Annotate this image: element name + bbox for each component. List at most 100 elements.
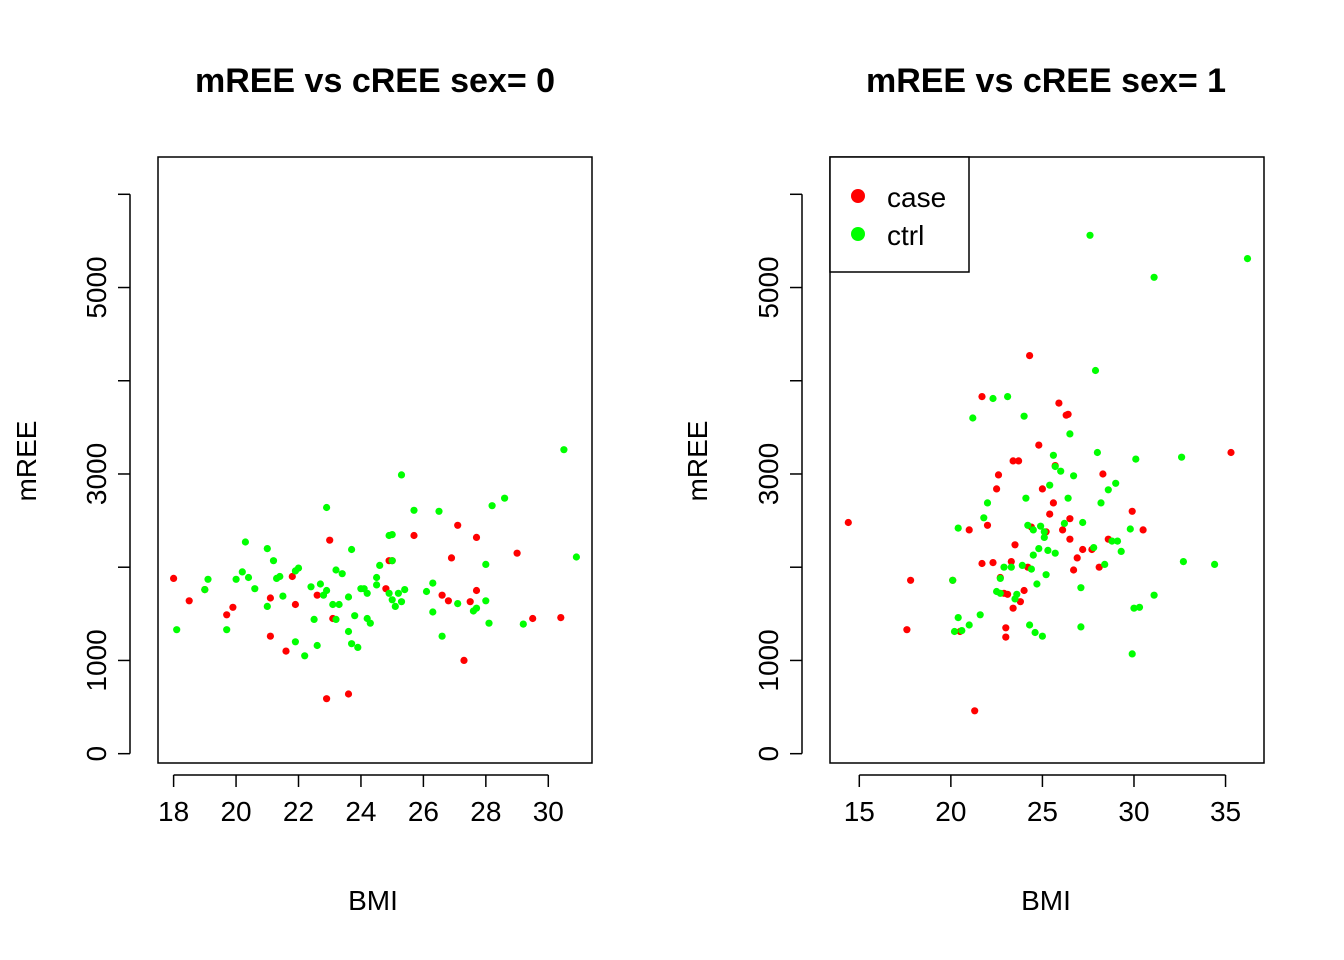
legend-marker-ctrl bbox=[851, 227, 865, 241]
point-case bbox=[1038, 485, 1046, 493]
point-ctrl bbox=[996, 589, 1004, 597]
point-case bbox=[989, 559, 997, 567]
point-ctrl bbox=[454, 600, 462, 608]
point-case bbox=[1064, 410, 1072, 418]
point-ctrl bbox=[1022, 494, 1030, 502]
point-ctrl bbox=[332, 615, 340, 624]
x-tick-label: 30 bbox=[533, 796, 564, 827]
point-ctrl bbox=[1037, 522, 1045, 530]
point-case bbox=[1016, 598, 1024, 606]
point-case bbox=[1009, 457, 1017, 465]
point-ctrl bbox=[1033, 580, 1041, 588]
point-ctrl bbox=[1027, 565, 1035, 573]
legend: case ctrl bbox=[829, 156, 970, 273]
point-ctrl bbox=[1090, 544, 1098, 552]
point-case bbox=[978, 393, 986, 401]
point-ctrl bbox=[435, 507, 443, 515]
point-case bbox=[266, 594, 274, 602]
point-ctrl bbox=[422, 587, 431, 596]
point-ctrl bbox=[485, 619, 493, 627]
point-case bbox=[1049, 499, 1057, 507]
point-case bbox=[1079, 545, 1087, 554]
point-case bbox=[185, 597, 193, 605]
point-ctrl bbox=[323, 586, 331, 595]
point-ctrl bbox=[301, 652, 309, 660]
point-case bbox=[1066, 515, 1074, 523]
point-case bbox=[903, 626, 911, 634]
point-case bbox=[1046, 510, 1054, 518]
point-ctrl bbox=[958, 627, 966, 635]
point-ctrl bbox=[1211, 560, 1219, 569]
point-ctrl bbox=[482, 597, 490, 605]
point-ctrl bbox=[1243, 255, 1252, 263]
point-ctrl bbox=[397, 471, 406, 479]
point-case bbox=[466, 598, 474, 606]
point-ctrl bbox=[1026, 621, 1034, 629]
point-case bbox=[223, 611, 231, 619]
x-axis-label: BMI bbox=[1021, 885, 1071, 916]
point-ctrl bbox=[1108, 537, 1116, 545]
point-case bbox=[1128, 507, 1136, 515]
point-case bbox=[844, 518, 852, 527]
point-ctrl bbox=[1104, 486, 1112, 494]
point-ctrl bbox=[1049, 451, 1057, 459]
point-ctrl bbox=[201, 586, 209, 594]
point-ctrl bbox=[1040, 533, 1048, 542]
point-case bbox=[965, 526, 973, 534]
point-ctrl bbox=[1046, 481, 1054, 489]
point-ctrl bbox=[572, 553, 581, 561]
point-ctrl bbox=[232, 575, 240, 583]
point-ctrl bbox=[1128, 650, 1136, 658]
point-ctrl bbox=[391, 602, 399, 611]
point-ctrl bbox=[1179, 558, 1187, 566]
point-ctrl bbox=[1024, 521, 1032, 529]
y-tick-label: 1000 bbox=[81, 629, 112, 691]
point-case bbox=[266, 632, 274, 640]
point-case bbox=[1073, 554, 1081, 562]
point-ctrl bbox=[954, 614, 962, 622]
point-ctrl bbox=[1117, 547, 1125, 556]
data-points bbox=[170, 446, 581, 703]
point-case bbox=[557, 614, 565, 622]
point-ctrl bbox=[1150, 273, 1158, 281]
point-ctrl bbox=[269, 557, 278, 565]
point-case bbox=[1099, 470, 1107, 478]
point-ctrl bbox=[1007, 563, 1015, 571]
point-case bbox=[1015, 457, 1023, 465]
x-tick-label: 35 bbox=[1210, 796, 1241, 827]
point-ctrl bbox=[429, 579, 437, 587]
point-ctrl bbox=[344, 593, 353, 601]
panel-title: mREE vs cREE sex= 1 bbox=[866, 62, 1226, 100]
point-ctrl bbox=[1018, 561, 1026, 570]
point-ctrl bbox=[1135, 603, 1144, 611]
point-ctrl bbox=[335, 600, 343, 609]
point-case bbox=[1059, 526, 1067, 534]
point-case bbox=[1035, 441, 1043, 449]
point-case bbox=[971, 707, 979, 715]
point-ctrl bbox=[488, 502, 496, 510]
legend-label-ctrl: ctrl bbox=[887, 220, 924, 251]
point-ctrl bbox=[244, 573, 253, 582]
x-tick-label: 24 bbox=[345, 796, 376, 827]
point-case bbox=[513, 549, 521, 557]
point-ctrl bbox=[1126, 525, 1134, 533]
point-case bbox=[994, 471, 1003, 479]
y-tick-label: 5000 bbox=[81, 256, 112, 318]
point-case bbox=[1070, 566, 1078, 574]
panel-title: mREE vs cREE sex= 0 bbox=[195, 62, 555, 100]
point-case bbox=[438, 591, 446, 599]
point-ctrl bbox=[1038, 632, 1046, 640]
point-ctrl bbox=[338, 570, 346, 578]
x-tick-label: 20 bbox=[935, 796, 966, 827]
point-ctrl bbox=[1040, 528, 1048, 536]
point-ctrl bbox=[1060, 519, 1068, 528]
point-ctrl bbox=[1031, 628, 1039, 637]
point-case bbox=[978, 559, 986, 568]
point-ctrl bbox=[329, 600, 337, 609]
point-ctrl bbox=[1130, 604, 1138, 612]
point-case bbox=[460, 656, 468, 665]
point-case bbox=[472, 533, 481, 542]
point-ctrl bbox=[501, 494, 509, 502]
point-case bbox=[1020, 586, 1028, 595]
